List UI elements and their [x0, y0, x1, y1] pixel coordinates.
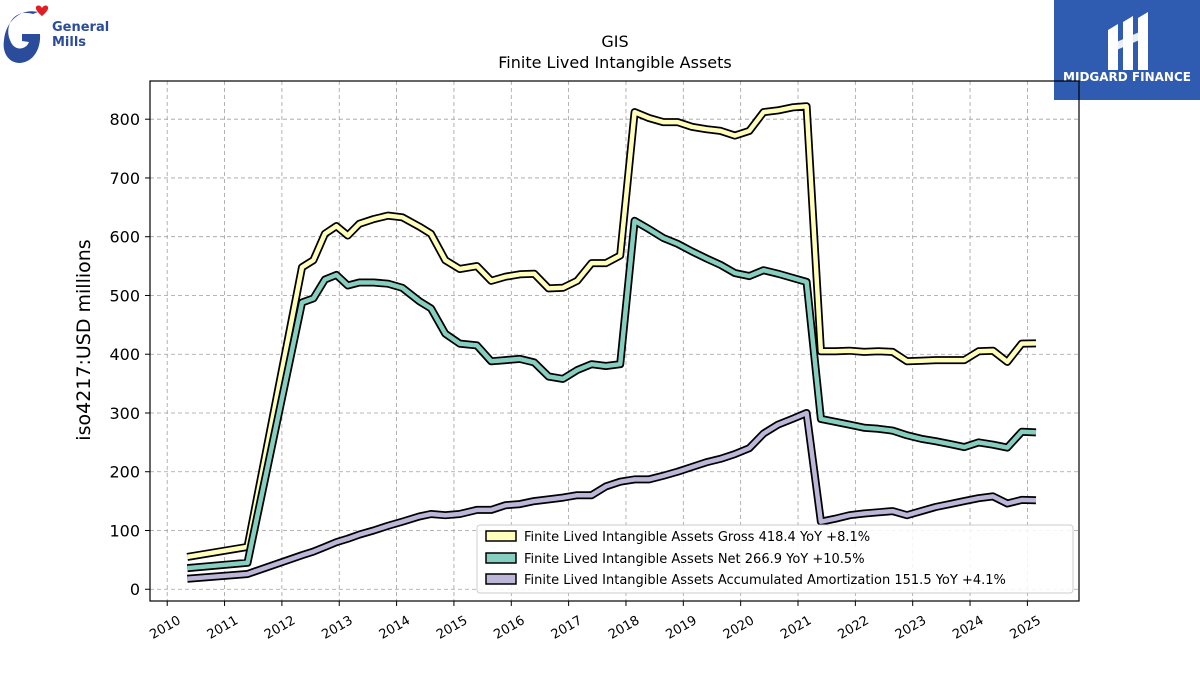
x-tick-label: 2021	[778, 613, 814, 643]
x-tick-label: 2017	[549, 613, 585, 643]
y-tick-label: 300	[109, 404, 140, 423]
x-tick-label: 2014	[377, 613, 413, 643]
y-tick-label: 200	[109, 463, 140, 482]
midgard-logo-text: MIDGARD FINANCE	[1063, 70, 1191, 84]
y-tick-label: 100	[109, 521, 140, 540]
legend: Finite Lived Intangible Assets Gross 418…	[476, 524, 1074, 594]
series-line-net	[187, 218, 1037, 571]
general-mills-logo: General Mills	[3, 5, 109, 63]
general-mills-line2: Mills	[52, 35, 86, 50]
x-tick-label: 2019	[663, 613, 699, 643]
x-tick-label: 2010	[147, 613, 183, 643]
midgard-m-icon	[1108, 12, 1148, 70]
legend-label-amort: Finite Lived Intangible Assets Accumulat…	[524, 573, 1006, 588]
legend-box	[476, 524, 1074, 594]
x-tick-label: 2016	[491, 613, 527, 643]
x-tick-label: 2024	[950, 613, 986, 643]
y-tick-label: 400	[109, 345, 140, 364]
y-tick-label: 700	[109, 169, 140, 188]
midgard-finance-logo: MIDGARD FINANCE	[1054, 0, 1200, 100]
legend-swatch-net	[485, 552, 517, 564]
legend-label-net: Finite Lived Intangible Assets Net 266.9…	[524, 552, 865, 567]
series-lines	[186, 102, 1037, 583]
series-line-gross	[186, 104, 1037, 560]
y-tick-label: 500	[109, 286, 140, 305]
legend-swatch-gross	[485, 530, 517, 542]
chart-subtitle: Finite Lived Intangible Assets	[498, 53, 731, 72]
x-tick-label: 2013	[319, 613, 355, 643]
y-tick-label: 800	[109, 110, 140, 129]
x-tick-label: 2023	[893, 613, 929, 643]
legend-label-gross: Finite Lived Intangible Assets Gross 418…	[524, 530, 870, 545]
y-tick-label: 0	[130, 580, 140, 599]
y-axis-ticks: 0 100 200 300 400 500 600 700 800	[109, 110, 150, 599]
x-tick-label: 2018	[606, 613, 642, 643]
y-axis-label: iso4217:USD millions	[73, 239, 95, 440]
general-mills-line1: General	[52, 20, 109, 35]
x-tick-label: 2012	[262, 613, 298, 643]
general-mills-heart-icon	[35, 5, 49, 16]
plot-area-frame	[149, 80, 1080, 602]
series-line-amort	[187, 410, 1037, 581]
general-mills-g-icon	[3, 11, 41, 63]
chart-title: GIS	[601, 32, 628, 51]
x-tick-label: 2025	[1008, 613, 1044, 643]
legend-swatch-amort	[485, 573, 517, 585]
x-tick-label: 2011	[205, 613, 241, 643]
x-tick-label: 2015	[434, 613, 470, 643]
series-outline-gross	[186, 102, 1037, 561]
x-axis-ticks: 2010 2011 2012 2013 2014 2015 2016 2017 2018 2019…	[147, 601, 1044, 643]
y-tick-label: 600	[109, 228, 140, 247]
x-tick-label: 2022	[836, 613, 872, 643]
x-tick-label: 2020	[721, 613, 757, 643]
